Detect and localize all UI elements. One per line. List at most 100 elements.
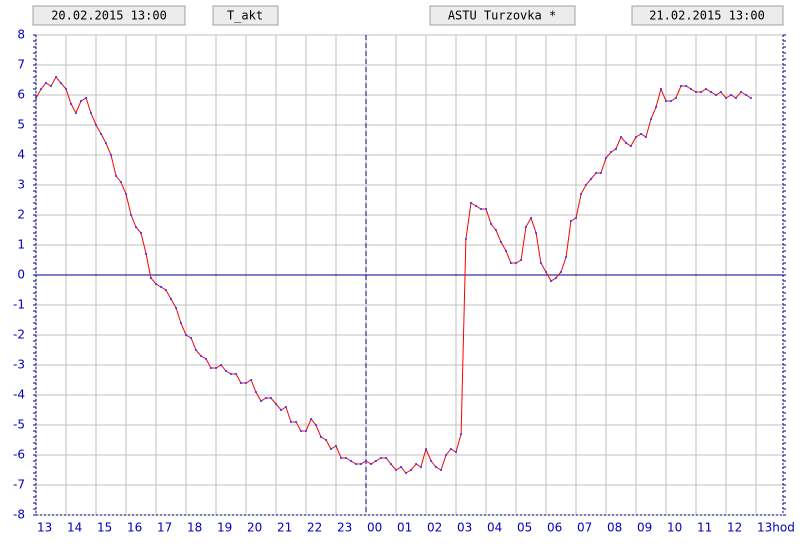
title-box xyxy=(429,5,576,26)
data-point xyxy=(325,438,328,442)
y-tick-label: 1 xyxy=(17,238,25,252)
data-point xyxy=(119,180,122,184)
data-point xyxy=(554,276,558,280)
data-point xyxy=(295,420,298,424)
x-tick-label: 05 xyxy=(517,521,532,535)
data-point xyxy=(689,87,693,91)
data-point xyxy=(289,420,293,424)
date-from-box xyxy=(32,5,186,26)
data-point xyxy=(220,363,223,367)
data-point xyxy=(694,90,698,94)
data-point xyxy=(505,249,508,253)
y-tick-label: 8 xyxy=(17,28,25,42)
data-point xyxy=(730,93,733,97)
data-point xyxy=(160,285,163,289)
x-tick-label: 16 xyxy=(127,521,142,535)
data-point xyxy=(269,396,272,400)
data-point xyxy=(434,465,437,469)
y-tick-label: -5 xyxy=(13,418,25,432)
data-point xyxy=(334,444,338,448)
x-tick-label: 12 xyxy=(727,521,742,535)
data-point xyxy=(499,240,503,244)
data-point xyxy=(94,123,98,127)
data-point xyxy=(404,471,407,475)
data-point xyxy=(319,435,323,439)
data-point xyxy=(89,111,92,115)
x-tick-label: 19 xyxy=(217,521,232,535)
x-tick-label: 03 xyxy=(457,521,472,535)
data-point xyxy=(655,105,658,109)
data-point xyxy=(584,183,588,187)
data-point xyxy=(70,102,73,106)
data-point xyxy=(709,90,713,94)
data-point xyxy=(625,141,628,145)
data-point xyxy=(670,99,673,103)
data-point xyxy=(299,429,302,433)
x-tick-label: 17 xyxy=(157,521,172,535)
data-point xyxy=(184,333,188,337)
data-point xyxy=(685,84,688,88)
chart-title: ASTU Turzovka * xyxy=(448,9,556,23)
data-point xyxy=(614,147,618,151)
data-point xyxy=(664,99,668,103)
data-point xyxy=(574,216,578,220)
data-point xyxy=(49,84,53,88)
data-point xyxy=(244,381,248,385)
data-point xyxy=(44,81,48,85)
data-point xyxy=(580,192,583,196)
data-point xyxy=(310,417,313,421)
data-point xyxy=(700,90,703,94)
data-point xyxy=(569,219,573,223)
data-point xyxy=(400,465,403,469)
date-from: 20.02.2015 13:00 xyxy=(51,9,167,23)
data-point xyxy=(424,447,428,451)
data-point xyxy=(524,225,528,229)
data-point xyxy=(604,156,608,160)
data-point xyxy=(100,132,103,136)
data-point xyxy=(389,462,392,466)
x-tick-label: 04 xyxy=(487,521,502,535)
data-point xyxy=(280,408,283,412)
legend-label: T_akt xyxy=(227,9,263,23)
data-point xyxy=(640,132,643,136)
data-point xyxy=(509,261,512,265)
data-point xyxy=(265,396,268,400)
data-point xyxy=(394,468,398,472)
x-tick-label: 23 xyxy=(337,521,352,535)
data-point xyxy=(169,297,173,301)
data-point xyxy=(64,87,68,91)
data-point xyxy=(610,150,613,154)
data-point xyxy=(164,288,167,292)
data-point xyxy=(449,447,452,451)
data-point xyxy=(40,87,43,91)
data-point xyxy=(734,96,738,100)
data-point xyxy=(145,252,148,256)
x-tick-label: 14 xyxy=(67,521,82,535)
data-point xyxy=(190,336,193,340)
data-point xyxy=(409,468,413,472)
data-point xyxy=(74,111,77,115)
data-point xyxy=(749,96,753,100)
data-point xyxy=(704,87,708,91)
data-point xyxy=(724,96,728,100)
x-tick-label: 22 xyxy=(307,521,322,535)
data-point xyxy=(55,75,58,79)
data-point xyxy=(344,456,347,460)
x-tick-label: 06 xyxy=(547,521,562,535)
y-tick-label: 7 xyxy=(17,58,25,72)
data-point xyxy=(385,456,388,460)
data-point xyxy=(589,177,593,181)
x-tick-label: 01 xyxy=(397,521,412,535)
data-point xyxy=(374,459,377,463)
data-point xyxy=(719,90,723,94)
y-tick-label: 5 xyxy=(17,118,25,132)
data-point xyxy=(430,459,433,463)
data-point xyxy=(205,357,208,361)
data-point xyxy=(550,279,553,283)
data-point xyxy=(340,456,343,460)
data-point xyxy=(104,141,107,145)
data-point xyxy=(679,84,683,88)
data-point xyxy=(544,270,548,274)
